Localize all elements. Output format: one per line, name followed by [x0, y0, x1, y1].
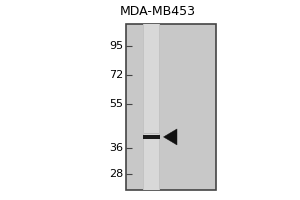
Text: 28: 28 [109, 169, 123, 179]
Polygon shape [164, 129, 177, 145]
Bar [143, 135, 160, 139]
Text: 36: 36 [109, 143, 123, 153]
Bar [143, 24, 160, 190]
Bar [143, 24, 144, 190]
Bar [144, 133, 159, 134]
Text: 72: 72 [109, 70, 123, 80]
Bar [159, 24, 160, 190]
Text: 95: 95 [109, 41, 123, 51]
Text: 55: 55 [109, 99, 123, 109]
Text: MDA-MB453: MDA-MB453 [119, 5, 196, 18]
Bar [126, 24, 216, 190]
